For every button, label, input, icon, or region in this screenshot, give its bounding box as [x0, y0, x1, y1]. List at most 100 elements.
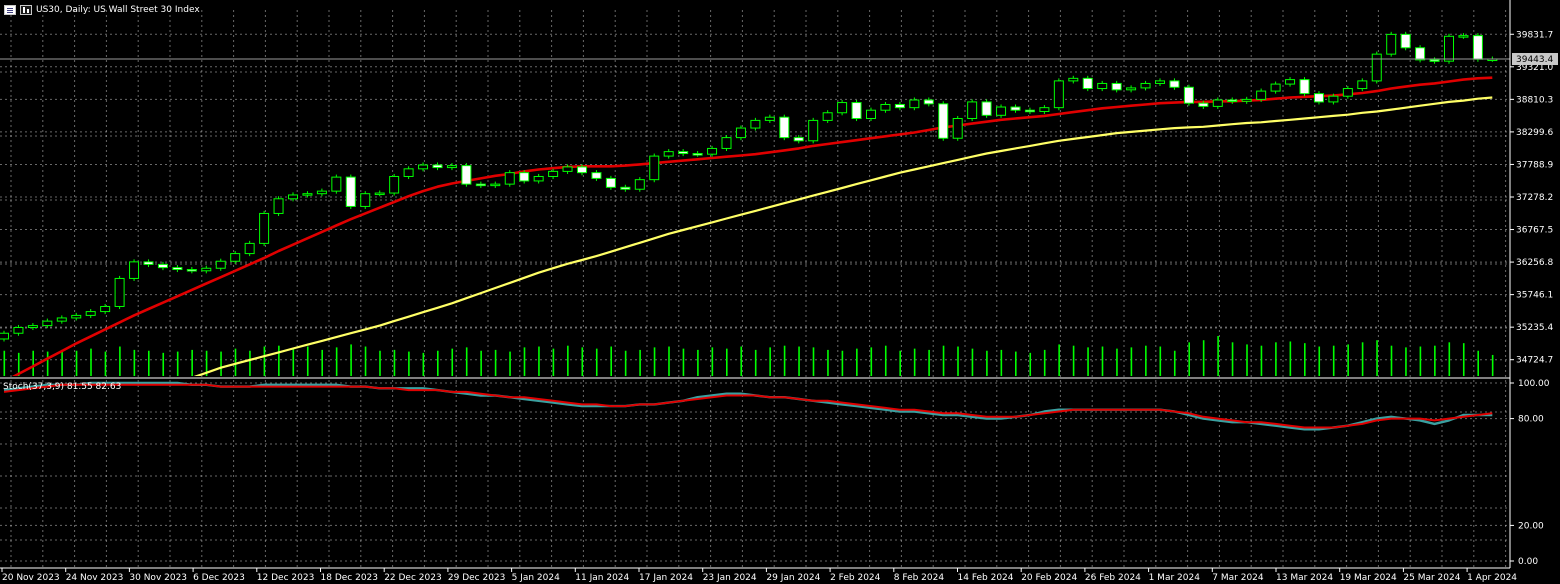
candle-body [42, 320, 53, 327]
candle-body [678, 151, 689, 155]
volume-bar [46, 351, 49, 376]
candle-body [244, 242, 255, 255]
candle-body [996, 106, 1007, 116]
volume-bar [899, 350, 901, 376]
candle-body [1227, 99, 1238, 103]
volume-bar [942, 345, 945, 376]
volume-bar [841, 350, 844, 376]
date-tick-label: 29 Dec 2023 [448, 573, 506, 583]
candle-body [71, 314, 82, 319]
candle-body [1256, 90, 1267, 100]
candle-body [1299, 79, 1310, 95]
candle-body [605, 177, 616, 188]
price-tick-label: 35746.1 [1516, 291, 1553, 301]
price-tick-label: 34724.7 [1516, 356, 1553, 366]
volume-bar [1289, 341, 1292, 376]
date-tick-label: 29 Jan 2024 [766, 573, 820, 583]
volume-bar [581, 347, 584, 376]
date-tick-label: 25 Mar 2024 [1403, 573, 1460, 583]
stoch-signal-line [3, 383, 1493, 429]
candle-body [634, 179, 645, 190]
volume-bar [1361, 342, 1364, 376]
candle-body [418, 164, 429, 170]
candle-body [389, 175, 400, 194]
stoch-tick-label: 20.00 [1518, 521, 1544, 531]
candle-body [172, 267, 183, 271]
candle-body [1458, 35, 1469, 38]
volume-bar [1130, 347, 1133, 376]
candle-body [822, 112, 833, 121]
candle-body [374, 192, 385, 196]
date-tick-label: 20 Feb 2024 [1021, 573, 1077, 583]
window-menu-icon[interactable] [4, 5, 16, 15]
volume-bar [971, 348, 974, 376]
stoch-tick-label: 80.00 [1518, 415, 1544, 425]
date-tick-label: 7 Mar 2024 [1212, 573, 1264, 583]
volume-bar [1275, 342, 1277, 376]
candle-body [27, 325, 38, 329]
candle-body [1415, 47, 1426, 61]
price-tick-label: 36256.8 [1516, 258, 1553, 268]
volume-bar [263, 346, 266, 376]
volume-bar [1015, 351, 1017, 376]
candle-body [273, 198, 284, 214]
volume-bar [1405, 347, 1407, 376]
volume-bar [754, 349, 757, 376]
date-tick-label: 18 Dec 2023 [321, 573, 379, 583]
candle-body [909, 99, 920, 109]
candle-body [1357, 80, 1368, 90]
candle-body [316, 190, 327, 195]
volume-bar [205, 350, 208, 376]
candle-body [548, 170, 559, 177]
volume-bar [1462, 343, 1465, 376]
price-tick-label: 36767.5 [1516, 226, 1553, 236]
candle-body [1140, 82, 1151, 89]
volume-bar [1173, 350, 1176, 376]
volume-bar [1202, 340, 1205, 376]
volume-bar [928, 349, 930, 376]
volume-bar [133, 349, 136, 376]
volume-bar [1101, 346, 1104, 376]
volume-bar [17, 352, 20, 376]
volume-bar [1072, 345, 1075, 376]
chart-title: US30, Daily: US Wall Street 30 Index [36, 5, 200, 15]
volume-bar [567, 345, 569, 376]
candlestick-icon[interactable] [20, 5, 32, 15]
volume-bar [783, 345, 786, 376]
candle-body [1400, 33, 1411, 49]
candle-body [952, 117, 963, 139]
date-tick-label: 5 Jan 2024 [512, 573, 560, 583]
candle-body [1386, 33, 1397, 55]
volume-bar [624, 350, 627, 376]
candle-body [938, 103, 949, 139]
volume-bar [480, 350, 482, 376]
volume-bar [509, 351, 511, 376]
date-tick-label: 13 Mar 2024 [1276, 573, 1333, 583]
candle-body [230, 253, 241, 262]
volume-bar [798, 346, 800, 376]
candle-body [1328, 95, 1339, 103]
volume-bar [119, 346, 121, 376]
candle-body [129, 261, 140, 279]
volume-bar [451, 348, 454, 376]
volume-bar [249, 350, 251, 376]
volume-bar [1332, 345, 1335, 376]
volume-bar [913, 348, 916, 376]
candle-body [432, 164, 443, 169]
volume-bar [1159, 346, 1162, 376]
date-tick-label: 22 Dec 2023 [384, 573, 442, 583]
candle-body [461, 165, 472, 185]
volume-bar [986, 350, 988, 376]
date-tick-label: 1 Apr 2024 [1467, 573, 1517, 583]
volume-bar [1419, 346, 1422, 376]
date-tick-label: 20 Nov 2023 [2, 573, 60, 583]
volume-bar [1304, 343, 1306, 376]
volume-bar [668, 346, 670, 376]
candle-body [533, 175, 544, 182]
volume-bar [321, 349, 323, 376]
grid-lines [0, 10, 1510, 568]
volume-bars [3, 336, 1494, 376]
candle-body [1024, 109, 1035, 113]
